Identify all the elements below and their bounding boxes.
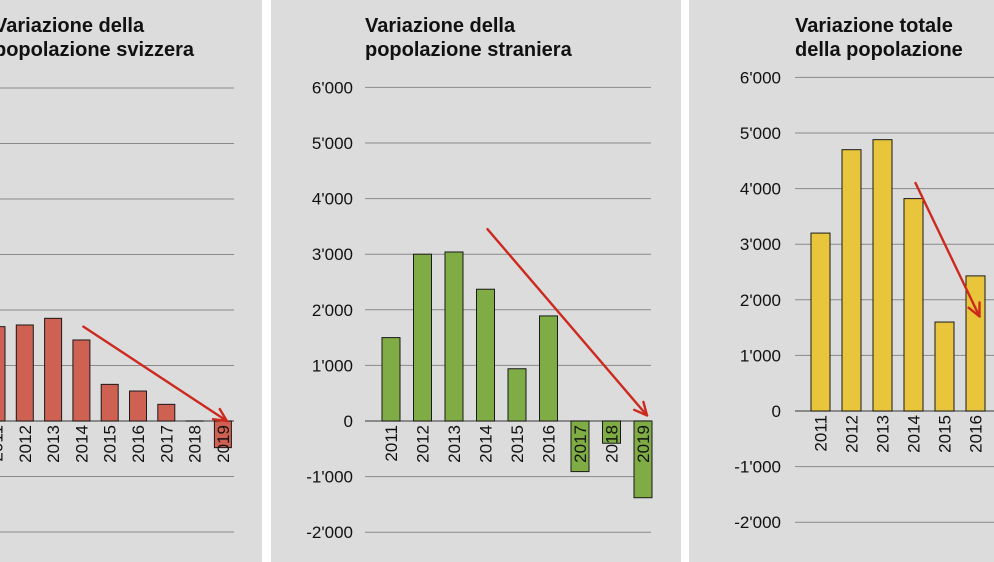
trend-arrow xyxy=(486,227,649,417)
y-tick-label: -2'000 xyxy=(306,523,353,542)
y-tick-label: 0 xyxy=(772,402,781,421)
x-tick-label: 2011 xyxy=(382,425,401,462)
y-tick-label: 0 xyxy=(344,412,353,431)
chart-panel-foreign: Variazione della popolazione straniera -… xyxy=(271,0,681,562)
y-tick-label: 6'000 xyxy=(312,78,353,97)
trend-arrow-head xyxy=(967,301,981,318)
y-tick-label: 3'000 xyxy=(740,235,781,254)
y-tick-label: 1'000 xyxy=(312,356,353,375)
y-tick-label: 3'000 xyxy=(312,245,353,264)
chart-swiss-population: 2011 2012 2013 2014 2015 2016 2017 2018 2019 xyxy=(0,87,234,533)
x-tick-label: 2017 xyxy=(571,425,590,463)
x-tick-label: 2015 xyxy=(101,425,120,463)
bar-2012 xyxy=(841,149,862,412)
bar-2013 xyxy=(444,251,464,422)
chart-panel-swiss: Variazione della popolazione svizzera 20… xyxy=(0,0,262,562)
bar-2015 xyxy=(507,368,527,422)
x-tick-label: 2016 xyxy=(540,425,559,463)
x-tick-label: 2018 xyxy=(186,425,205,463)
bar-2015 xyxy=(934,321,955,412)
bar-2016 xyxy=(539,315,558,422)
x-tick-label: 2013 xyxy=(874,415,893,453)
y-tick-label: 2'000 xyxy=(312,301,353,320)
chart-title: Variazione della popolazione straniera xyxy=(365,15,572,61)
x-tick-label: 2011 xyxy=(812,415,831,452)
x-tick-label: 2015 xyxy=(508,425,527,463)
x-tick-label: 2014 xyxy=(477,425,496,463)
bar-2018 xyxy=(602,420,621,444)
x-tick-label: 2017 xyxy=(157,425,176,463)
bar-2013 xyxy=(872,139,893,412)
y-tick-label: -1'000 xyxy=(306,468,353,487)
y-tick-label: -2'000 xyxy=(734,513,781,532)
chart-title: Variazione totale della popolazione xyxy=(795,15,963,61)
x-tick-label: 2015 xyxy=(936,415,955,453)
y-tick-label: -1'000 xyxy=(734,458,781,477)
x-tick-label: 2013 xyxy=(445,425,464,463)
trend-arrow-head xyxy=(632,400,649,417)
bar-2017 xyxy=(570,420,590,473)
y-tick-label: 1'000 xyxy=(740,346,781,365)
x-tick-label: 2012 xyxy=(414,425,433,463)
chart-panel-total: Variazione totale della popolazione -2'0… xyxy=(689,0,994,562)
bar-2015 xyxy=(100,383,119,422)
bar-2019 xyxy=(633,420,653,499)
bar-2011 xyxy=(810,232,831,412)
y-tick-label: 4'000 xyxy=(740,180,781,199)
bar-2011 xyxy=(0,326,6,422)
chart-total-population: -2'000 -1'000 0 1'000 2'000 3'000 4'000 5'000 6'… xyxy=(734,68,994,532)
x-tick-label: 2014 xyxy=(72,425,91,463)
trend-arrow xyxy=(82,325,229,423)
x-tick-label: 2012 xyxy=(16,425,35,463)
x-tick-label: 2019 xyxy=(214,425,233,463)
x-tick-label: 2016 xyxy=(967,415,986,453)
bar-2017 xyxy=(157,403,176,422)
chart-title: Variazione della popolazione svizzera xyxy=(0,15,195,61)
bar-2014 xyxy=(903,198,924,412)
bar-2012 xyxy=(15,324,34,422)
bar-2013 xyxy=(44,317,63,422)
trend-arrow xyxy=(914,181,981,318)
chart-foreign-population: -2'000 -1'000 0 1'000 2'000 3'000 4'000 5'000 6'… xyxy=(306,78,653,542)
x-tick-label: 2011 xyxy=(0,425,7,462)
y-tick-label: 4'000 xyxy=(312,190,353,209)
x-tick-label: 2013 xyxy=(44,425,63,463)
x-tick-label: 2019 xyxy=(634,425,653,463)
x-tick-label: 2012 xyxy=(843,415,862,453)
bar-2014 xyxy=(72,339,91,422)
x-tick-label: 2018 xyxy=(603,425,622,463)
bar-2016 xyxy=(129,390,147,422)
trend-arrow-head xyxy=(211,407,229,423)
x-tick-label: 2014 xyxy=(905,415,924,453)
y-tick-label: 5'000 xyxy=(740,124,781,143)
bar-2014 xyxy=(476,288,495,422)
y-tick-label: 2'000 xyxy=(740,291,781,310)
bar-2011 xyxy=(381,337,401,422)
y-tick-label: 5'000 xyxy=(312,134,353,153)
x-tick-label: 2016 xyxy=(129,425,148,463)
y-tick-label: 6'000 xyxy=(740,68,781,87)
bar-2012 xyxy=(413,253,432,422)
